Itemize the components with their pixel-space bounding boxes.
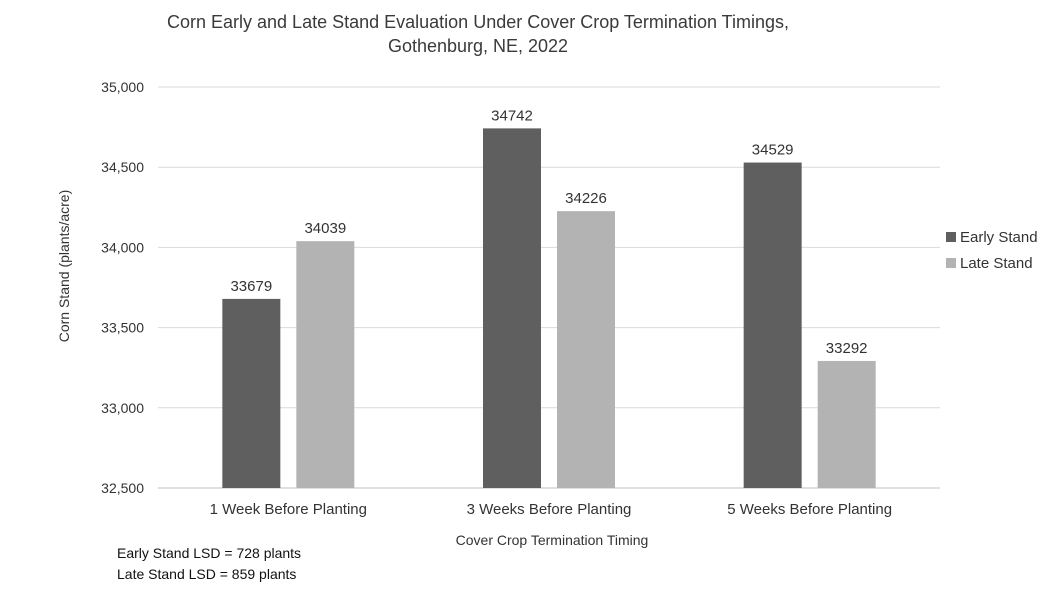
legend-label: Early Stand [960,229,1038,246]
bar-late-stand [296,241,355,488]
legend-swatch [946,258,956,268]
y-tick-label: 34,500 [101,159,144,175]
chart-title-line-2: Gothenburg, NE, 2022 [388,36,568,56]
bar-early-stand [483,128,541,489]
data-label: 33292 [826,340,868,357]
data-labels: 33679 34039 34742 34226 34529 33292 [230,107,867,357]
chart-title-line-1: Corn Early and Late Stand Evaluation Und… [167,12,789,32]
data-label: 34529 [752,142,794,159]
legend: Early Stand Late Stand [946,229,1038,272]
bar-late-stand [817,360,876,488]
y-axis-title: Corn Stand (plants/acre) [56,190,72,343]
legend-swatch [946,232,956,242]
y-tick-label: 35,000 [101,79,144,95]
bar-early-stand [743,162,802,488]
y-tick-label: 34,000 [101,239,144,255]
bar-early-stand [222,298,281,488]
y-axis-ticks: 32,500 33,000 33,500 34,000 34,500 35,000 [101,79,144,496]
data-label: 34039 [304,220,346,237]
x-category-label: 1 Week Before Planting [210,501,367,518]
data-label: 33679 [230,278,272,295]
gridlines [158,86,940,489]
y-tick-label: 32,500 [101,480,144,496]
y-tick-label: 33,500 [101,320,144,336]
x-axis-title: Cover Crop Termination Timing [456,532,649,548]
bars [222,128,876,489]
lsd-note-late: Late Stand LSD = 859 plants [117,566,296,582]
data-label: 34742 [491,107,533,124]
x-category-label: 3 Weeks Before Planting [467,501,632,518]
x-category-label: 5 Weeks Before Planting [727,501,892,518]
lsd-note-early: Early Stand LSD = 728 plants [117,545,301,561]
data-label: 34226 [565,190,607,207]
y-tick-label: 33,000 [101,400,144,416]
legend-label: Late Stand [960,255,1033,272]
bar-late-stand [557,211,615,488]
x-axis-categories: 1 Week Before Planting 3 Weeks Before Pla… [210,501,892,518]
